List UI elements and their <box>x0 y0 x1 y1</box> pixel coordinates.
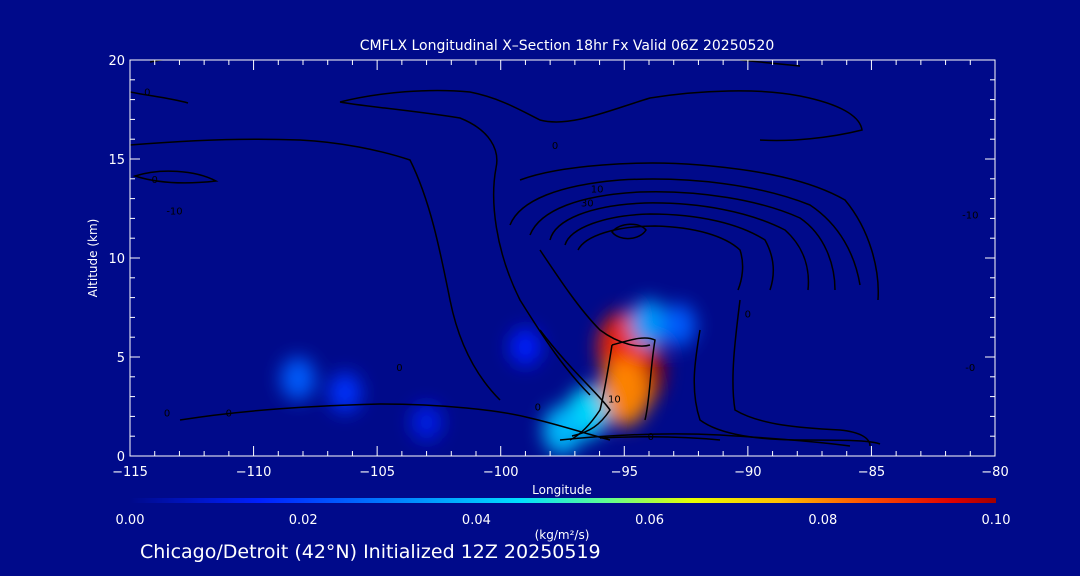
contour-label: -10 <box>166 206 182 217</box>
contour-line <box>577 225 744 291</box>
colorbar-units: (kg/m²/s) <box>535 528 590 542</box>
colorbar <box>130 498 996 503</box>
contour-line <box>569 344 613 441</box>
contour-lines <box>130 60 881 447</box>
chart-title: CMFLX Longitudinal X–Section 18hr Fx Val… <box>360 38 774 54</box>
contour-label: 0 <box>745 309 751 320</box>
flux-maximum-9 <box>328 372 362 413</box>
contour-line <box>130 138 501 401</box>
y-tick-label: 10 <box>108 252 125 267</box>
contour-line <box>519 162 879 301</box>
contour-line <box>539 249 651 347</box>
x-tick-label: −90 <box>734 465 761 480</box>
y-tick-label: 15 <box>108 153 125 168</box>
contour-labels: 0 0 -10 0 0 0 10 30 0 10 0 -0 0 -10 -0 <box>144 88 978 444</box>
x-tick-label: −85 <box>858 465 885 480</box>
contour-label: -10 <box>962 210 978 221</box>
contour-line <box>130 91 189 104</box>
x-tick-label: −95 <box>611 465 638 480</box>
flux-maximum-8 <box>280 357 316 401</box>
y-tick-label: 0 <box>117 450 125 465</box>
contour-label: 10 <box>591 185 604 196</box>
flux-maximum-4 <box>661 303 697 347</box>
contour-label: 0 <box>552 141 558 152</box>
x-tick-label: −115 <box>112 465 148 480</box>
contour-label: 0 <box>152 175 158 186</box>
flux-maximum-2 <box>599 359 650 427</box>
contour-line <box>599 435 721 441</box>
contour-line <box>611 337 656 421</box>
plot-frame <box>129 59 996 457</box>
location-caption: Chicago/Detroit (42°N) Initialized 12Z 2… <box>140 541 601 563</box>
x-tick-label: −110 <box>236 465 272 480</box>
contour-line <box>559 433 851 447</box>
contour-line <box>564 213 775 291</box>
colorbar-tick-label: 0.02 <box>289 513 318 528</box>
contour-line <box>539 329 611 437</box>
colorbar-ticks: 0.00 0.02 0.04 0.06 0.08 0.10 <box>116 513 1011 528</box>
flux-maximum-3 <box>630 299 668 348</box>
contour-label: 0 <box>144 88 150 99</box>
y-axis-label: Altitude (km) <box>86 219 100 298</box>
flux-maximum-7 <box>509 327 542 367</box>
colorbar-tick-label: 0.10 <box>982 513 1011 528</box>
contour-line <box>149 60 180 63</box>
contour-label: 0 <box>164 408 170 419</box>
contour-label: -0 <box>644 432 654 443</box>
contour-line <box>693 329 881 445</box>
contour-line <box>732 299 871 447</box>
contour-label: 10 <box>608 395 621 406</box>
x-axis: −115 −110 −105 −100 −95 −90 −85 −80 <box>112 60 1009 480</box>
y-tick-label: 20 <box>108 54 125 69</box>
contour-line <box>492 167 591 396</box>
flux-field <box>280 299 697 456</box>
contour-line <box>179 403 611 441</box>
contour-line <box>739 60 801 67</box>
contour-line <box>132 170 219 184</box>
contour-line <box>549 202 810 291</box>
colorbar-tick-label: 0.06 <box>635 513 664 528</box>
y-axis: 0 5 10 15 20 <box>108 54 995 465</box>
contour-line <box>509 178 861 286</box>
contour-label: 0 <box>535 402 541 413</box>
flux-maximum-10 <box>410 403 443 441</box>
contour-label: 0 <box>396 363 402 374</box>
contour-label: 0 <box>226 408 232 419</box>
x-tick-label: −100 <box>483 465 519 480</box>
colorbar-tick-label: 0.00 <box>116 513 145 528</box>
contour-label: -0 <box>965 363 975 374</box>
contour-label: 30 <box>581 199 594 210</box>
contour-line <box>339 101 498 169</box>
colorbar-tick-label: 0.04 <box>462 513 491 528</box>
x-tick-label: −105 <box>359 465 395 480</box>
contour-line <box>611 223 647 240</box>
x-tick-label: −80 <box>981 465 1008 480</box>
contour-line <box>529 190 836 291</box>
contour-line <box>339 89 863 142</box>
y-tick-label: 5 <box>117 351 125 366</box>
x-axis-label: Longitude <box>532 483 592 497</box>
flux-maximum-6 <box>542 405 583 456</box>
colorbar-tick-label: 0.08 <box>808 513 837 528</box>
